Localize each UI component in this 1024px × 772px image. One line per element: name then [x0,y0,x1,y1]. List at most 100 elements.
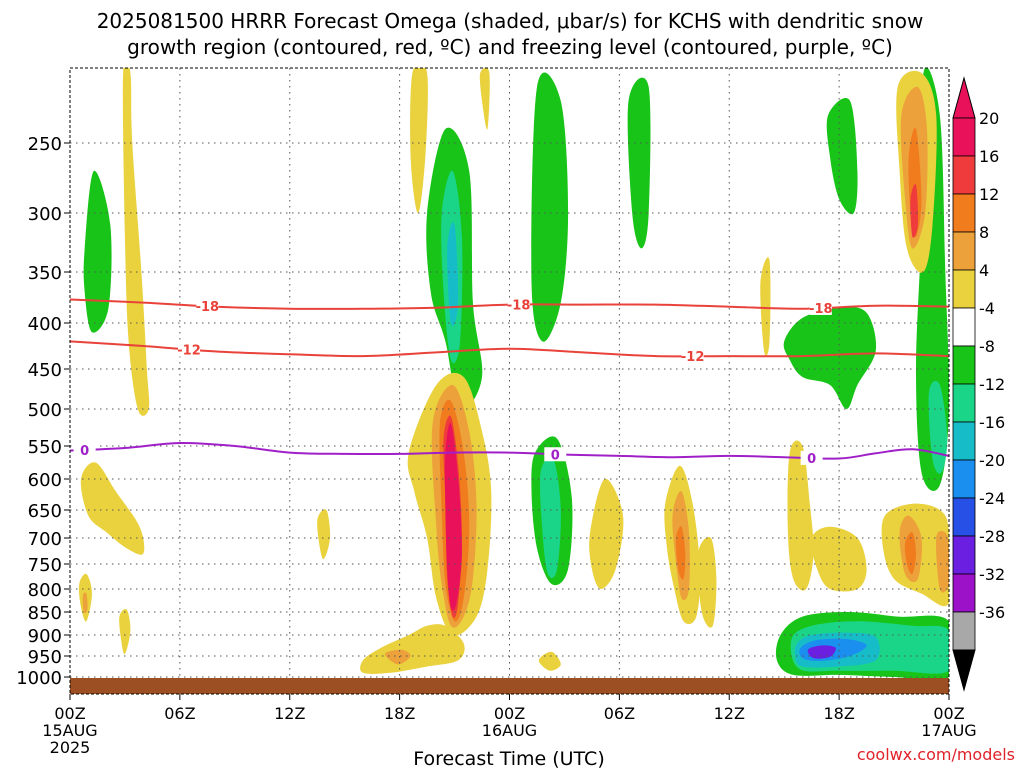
colorbar-top-triangle [952,76,976,119]
colorbar-swatch--8 [952,345,976,385]
omega-shade-region-18 [80,462,145,555]
colorbar-label-16: 16 [979,147,999,166]
x-tick-label-0: 00Z [54,704,85,723]
contour-label-bg--12-1 [681,349,704,364]
colorbar-swatch-8 [952,231,976,271]
x-axis-label: Forecast Time (UTC) [413,748,604,768]
y-tick-label-600: 600 [28,470,62,491]
colorbar-label-12: 12 [979,185,999,204]
omega-shade-region-20 [82,592,88,614]
temperature-contours: -18 -18 -18 -12 -12 0 0 0 [70,297,949,467]
colorbar-label--12: -12 [979,375,1005,394]
colorbar-swatch--32 [952,573,976,613]
x-tick-date-4: 16AUG [482,721,537,740]
omega-shade-region-37 [787,440,814,591]
colorbar-swatch-4 [952,269,976,309]
x-tick-label-7: 18Z [823,704,854,723]
colorbar-swatch--16 [952,421,976,461]
colorbar-swatch--36 [952,611,976,651]
omega-shade-region-36 [760,257,771,357]
omega-shade-region-3 [447,222,459,326]
y-tick-label-400: 400 [28,314,62,335]
contour-label-0-0: 0 [80,444,89,459]
chart-title-line1: 2025081500 HRRR Forecast Omega (shaded, … [97,9,924,33]
omega-shade-region-16 [807,645,836,659]
colorbar-label--24: -24 [979,489,1005,508]
colorbar-label--4: -4 [979,299,995,318]
colorbar-label--28: -28 [979,527,1005,546]
colorbar-label--8: -8 [979,337,995,356]
omega-shade-region-7 [783,307,877,409]
colorbar-swatch--28 [952,535,976,575]
contour-label-bg-0-1 [544,447,567,462]
omega-shade-region-23 [384,649,411,665]
y-tick-label-300: 300 [28,204,62,225]
y-tick-label-650: 650 [28,501,62,522]
contour-label--12-1: -12 [681,350,705,365]
x-tick-date-8: 17AUG [921,721,976,740]
colorbar-swatch-12 [952,193,976,233]
colorbar-label--36: -36 [979,603,1005,622]
omega-shade-region-46 [910,183,919,238]
x-tick-label-3: 18Z [384,704,415,723]
x-tick-label-5: 06Z [604,704,635,723]
contour-label-bg--12-0 [178,342,201,357]
colorbar-swatch-16 [952,155,976,195]
omega-shade-region-9 [928,380,948,474]
colorbar-label--16: -16 [979,413,1005,432]
contour-label-bg--18-0 [196,299,219,314]
omega-shade-region-22 [360,624,465,674]
x-tick-label-2: 12Z [274,704,305,723]
x-tick-label-8: 00Z [933,704,964,723]
plot-grid [70,68,949,678]
colorbar-label-8: 8 [979,223,989,242]
y-tick-label-450: 450 [28,360,62,381]
contour-label-bg-0-0 [73,442,96,457]
x-tick-date-0: 15AUG [42,721,97,740]
omega-shade-region-29 [410,68,428,213]
colorbar-swatch-20 [952,117,976,157]
y-tick-label-550: 550 [28,437,62,458]
colorbar-label--20: -20 [979,451,1005,470]
y-tick-label-500: 500 [28,400,62,421]
colorbar: 20 16 12 8 4 -4 -8 -12 -16 -20 -24 -28 -32 -36 [952,76,1005,692]
contour-label-0-1: 0 [551,448,560,463]
omega-shade-region-41 [904,532,916,575]
omega-shade-region-42 [936,530,949,593]
omega-shading [78,68,949,678]
omega-shade-region-31 [589,478,624,589]
contour-label-0-2: 0 [807,452,816,467]
omega-shade-region-17 [122,68,150,416]
contour-label-bg--18-1 [507,297,530,312]
y-tick-label-950: 950 [28,647,62,668]
omega-shade-region-35 [697,536,717,628]
omega-shade-region-0 [83,170,112,333]
colorbar-bottom-triangle [952,649,976,692]
watermark-text: coolwx.com/models [857,745,1015,764]
y-tick-label-750: 750 [28,555,62,576]
plot-frame [69,67,950,695]
colorbar-swatch--20 [952,459,976,499]
y-tick-label-700: 700 [28,529,62,550]
omega-shade-region-21 [119,609,131,655]
contour-label--18-0: -18 [196,300,220,315]
omega-shade-region-4 [531,72,569,342]
omega-shade-region-48 [317,509,331,560]
omega-shade-region-30 [479,68,490,130]
y-tick-label-1000: 1000 [16,668,62,689]
contour-label-bg--18-2 [809,300,832,315]
omega-shade-region-38 [811,526,867,592]
colorbar-swatch--24 [952,497,976,537]
omega-shade-region-5 [627,77,651,249]
x-tick-year-0: 2025 [50,738,91,757]
colorbar-swatch--4 [952,307,976,347]
omega-shade-region-47 [538,651,561,671]
chart-title-line2: growth region (contoured, red, ºC) and f… [127,35,893,59]
contour-label--18-2: -18 [809,302,833,317]
colorbar-label-4: 4 [979,261,989,280]
y-tick-label-250: 250 [28,134,62,155]
contour-label--12-0: -12 [177,343,201,358]
